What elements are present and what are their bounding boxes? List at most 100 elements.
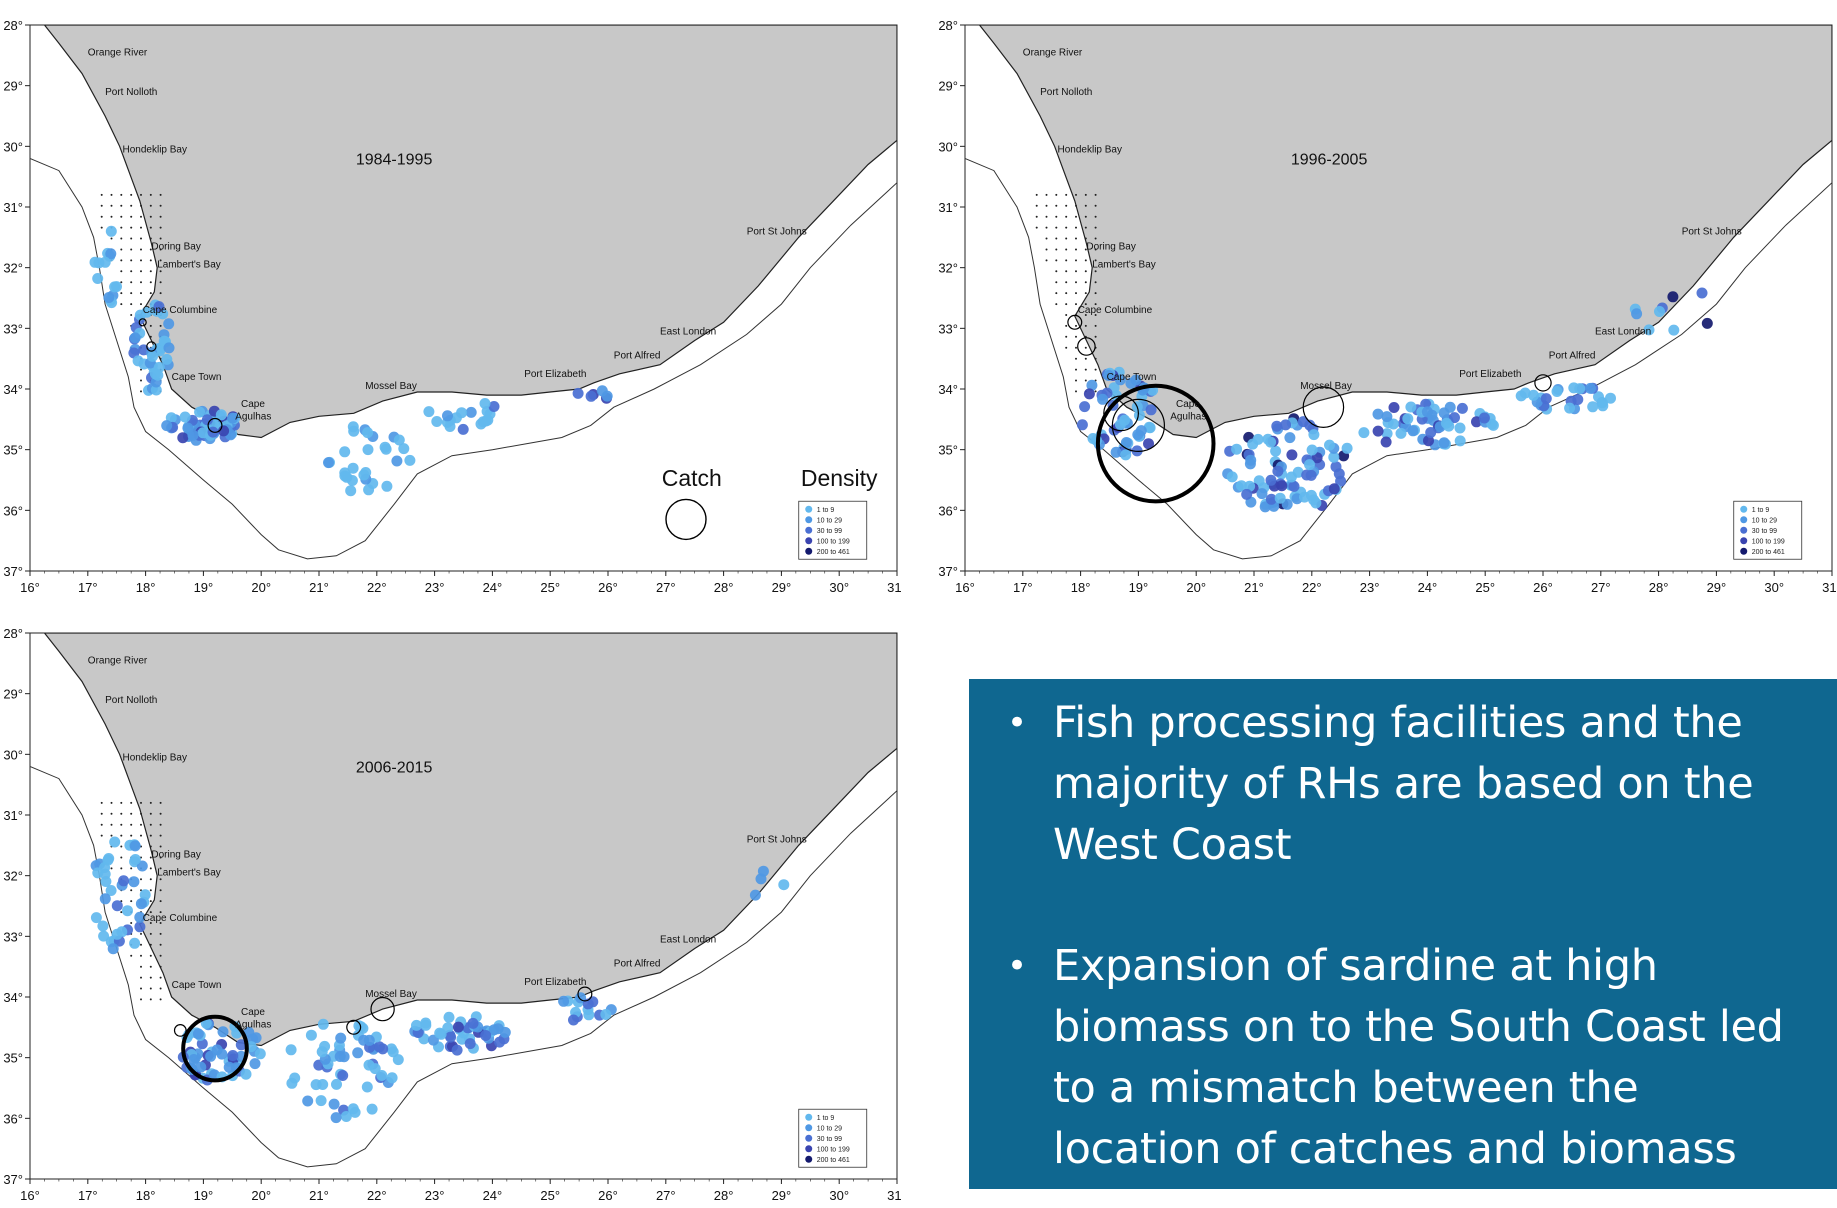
survey-station [140, 801, 142, 804]
place-label: Cape Columbine [143, 305, 218, 316]
density-point [1103, 370, 1115, 381]
survey-station [130, 900, 133, 903]
density-point [129, 840, 141, 852]
survey-station [120, 281, 123, 284]
density-point [431, 416, 443, 427]
density-point [163, 318, 175, 330]
density-point [464, 1038, 476, 1050]
density-point [434, 1027, 446, 1039]
survey-station [159, 215, 162, 218]
lon-tick-label: 27° [656, 580, 676, 595]
catch-circle [1111, 398, 1165, 452]
catch-circles [1067, 314, 1552, 504]
survey-station [1075, 390, 1077, 393]
density-point [1310, 497, 1322, 509]
density-point [1299, 491, 1310, 503]
density-point [1574, 383, 1586, 395]
survey-station [159, 932, 162, 935]
map-content [965, 25, 1832, 560]
survey-station [120, 911, 123, 914]
density-point [1143, 438, 1154, 450]
survey-station [1065, 193, 1068, 196]
place-label: Agulhas [1170, 411, 1206, 422]
survey-station [110, 204, 113, 207]
survey-station [149, 943, 152, 946]
density-point [1701, 317, 1713, 329]
density-point [1667, 291, 1679, 303]
survey-station [130, 922, 133, 924]
bullet-icon: • [1007, 946, 1027, 986]
catch-circle [1103, 395, 1140, 432]
lat-tick-label: 29° [3, 79, 23, 94]
place-label: Cape Columbine [143, 913, 218, 924]
survey-station [140, 889, 142, 892]
lat-tick-label: 28° [3, 18, 23, 33]
lon-tick-label: 21° [309, 1188, 329, 1203]
legend-swatch [805, 1124, 813, 1132]
lon-tick-label: 26° [1533, 580, 1553, 595]
survey-station [1055, 215, 1058, 218]
lat-tick-label: 35° [3, 1051, 23, 1066]
lat-tick-label: 30° [3, 747, 23, 762]
lon-tick-label: 27° [656, 1188, 676, 1203]
density-point [92, 867, 104, 879]
survey-station [130, 281, 133, 284]
survey-station [140, 292, 142, 295]
lat-tick-label: 33° [3, 321, 23, 336]
legend-swatch [805, 537, 813, 545]
shelf-contour [30, 766, 897, 1168]
axes: 28° 29° 30° 31° 32° 33° 34° 35° 36° 37°16° 17° 18° 1… [3, 18, 902, 595]
survey-station [100, 801, 103, 804]
survey-station [1075, 259, 1077, 262]
legend-swatch [1740, 547, 1748, 555]
density-point [1425, 427, 1437, 438]
legend-label: 1 to 9 [817, 1115, 835, 1122]
survey-station [1045, 248, 1048, 251]
legend-label: 100 to 199 [1752, 539, 1785, 546]
survey-station [120, 193, 123, 196]
lon-tick-label: 29° [1707, 580, 1727, 595]
density-point [187, 429, 199, 441]
density-point [1328, 483, 1340, 495]
density-key-label: Density [801, 465, 878, 491]
lon-tick-label: 27° [1591, 580, 1611, 595]
survey-station [1094, 314, 1097, 316]
density-point [136, 860, 148, 872]
survey-station [130, 834, 133, 837]
survey-station [140, 823, 142, 826]
density-point [316, 1046, 328, 1058]
catch-circle [1077, 337, 1096, 356]
density-point [1285, 471, 1297, 483]
place-label: Hondeklip Bay [123, 144, 187, 155]
survey-station [1035, 193, 1038, 196]
legend-swatch [805, 1145, 813, 1153]
survey-station [159, 801, 162, 804]
catch-circles [138, 318, 223, 433]
survey-station [1035, 204, 1038, 207]
land-area [43, 25, 897, 439]
survey-station [100, 823, 103, 826]
survey-station [159, 922, 162, 924]
catch-circle [370, 996, 395, 1022]
survey-station [140, 965, 142, 968]
density-point [1097, 393, 1109, 405]
density-point [105, 248, 117, 260]
survey-station [149, 226, 152, 229]
survey-station [140, 237, 142, 240]
density-point [1528, 389, 1539, 401]
survey-station [140, 878, 142, 881]
survey-station [1084, 346, 1087, 349]
lat-tick-label: 36° [3, 1111, 23, 1126]
density-point [1407, 425, 1419, 437]
survey-station [1094, 390, 1097, 393]
legend-label: 100 to 199 [817, 539, 850, 546]
survey-station [1075, 193, 1077, 196]
density-point [1381, 428, 1393, 440]
survey-station [120, 204, 123, 207]
density-point [340, 1111, 352, 1122]
place-label: Port St Johns [747, 834, 807, 845]
density-point [323, 457, 334, 469]
density-point [420, 1019, 432, 1031]
lat-tick-label: 37° [3, 564, 23, 579]
density-point [1478, 412, 1490, 424]
